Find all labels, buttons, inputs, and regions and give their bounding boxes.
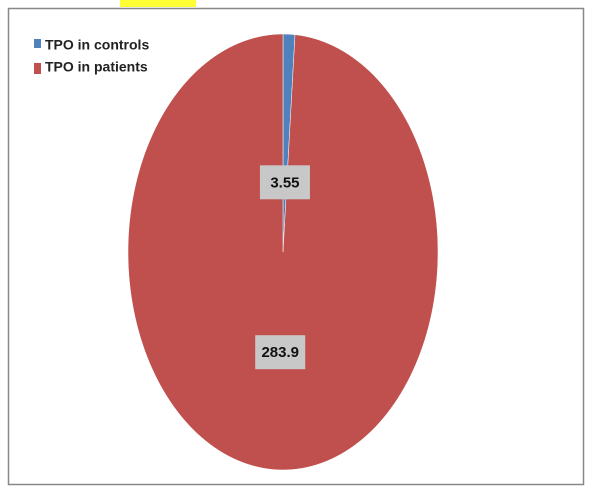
legend-label: TPO in patients <box>45 59 148 75</box>
highlight <box>120 0 196 7</box>
value-label-box <box>259 165 310 200</box>
legend-swatch <box>34 63 41 74</box>
legend-label: TPO in controls <box>45 37 149 53</box>
pie-slice <box>127 33 439 471</box>
value-label: 3.55 <box>270 174 299 191</box>
value-label-box <box>255 335 306 370</box>
value-label: 283.9 <box>261 344 299 361</box>
legend-swatch <box>34 39 41 48</box>
